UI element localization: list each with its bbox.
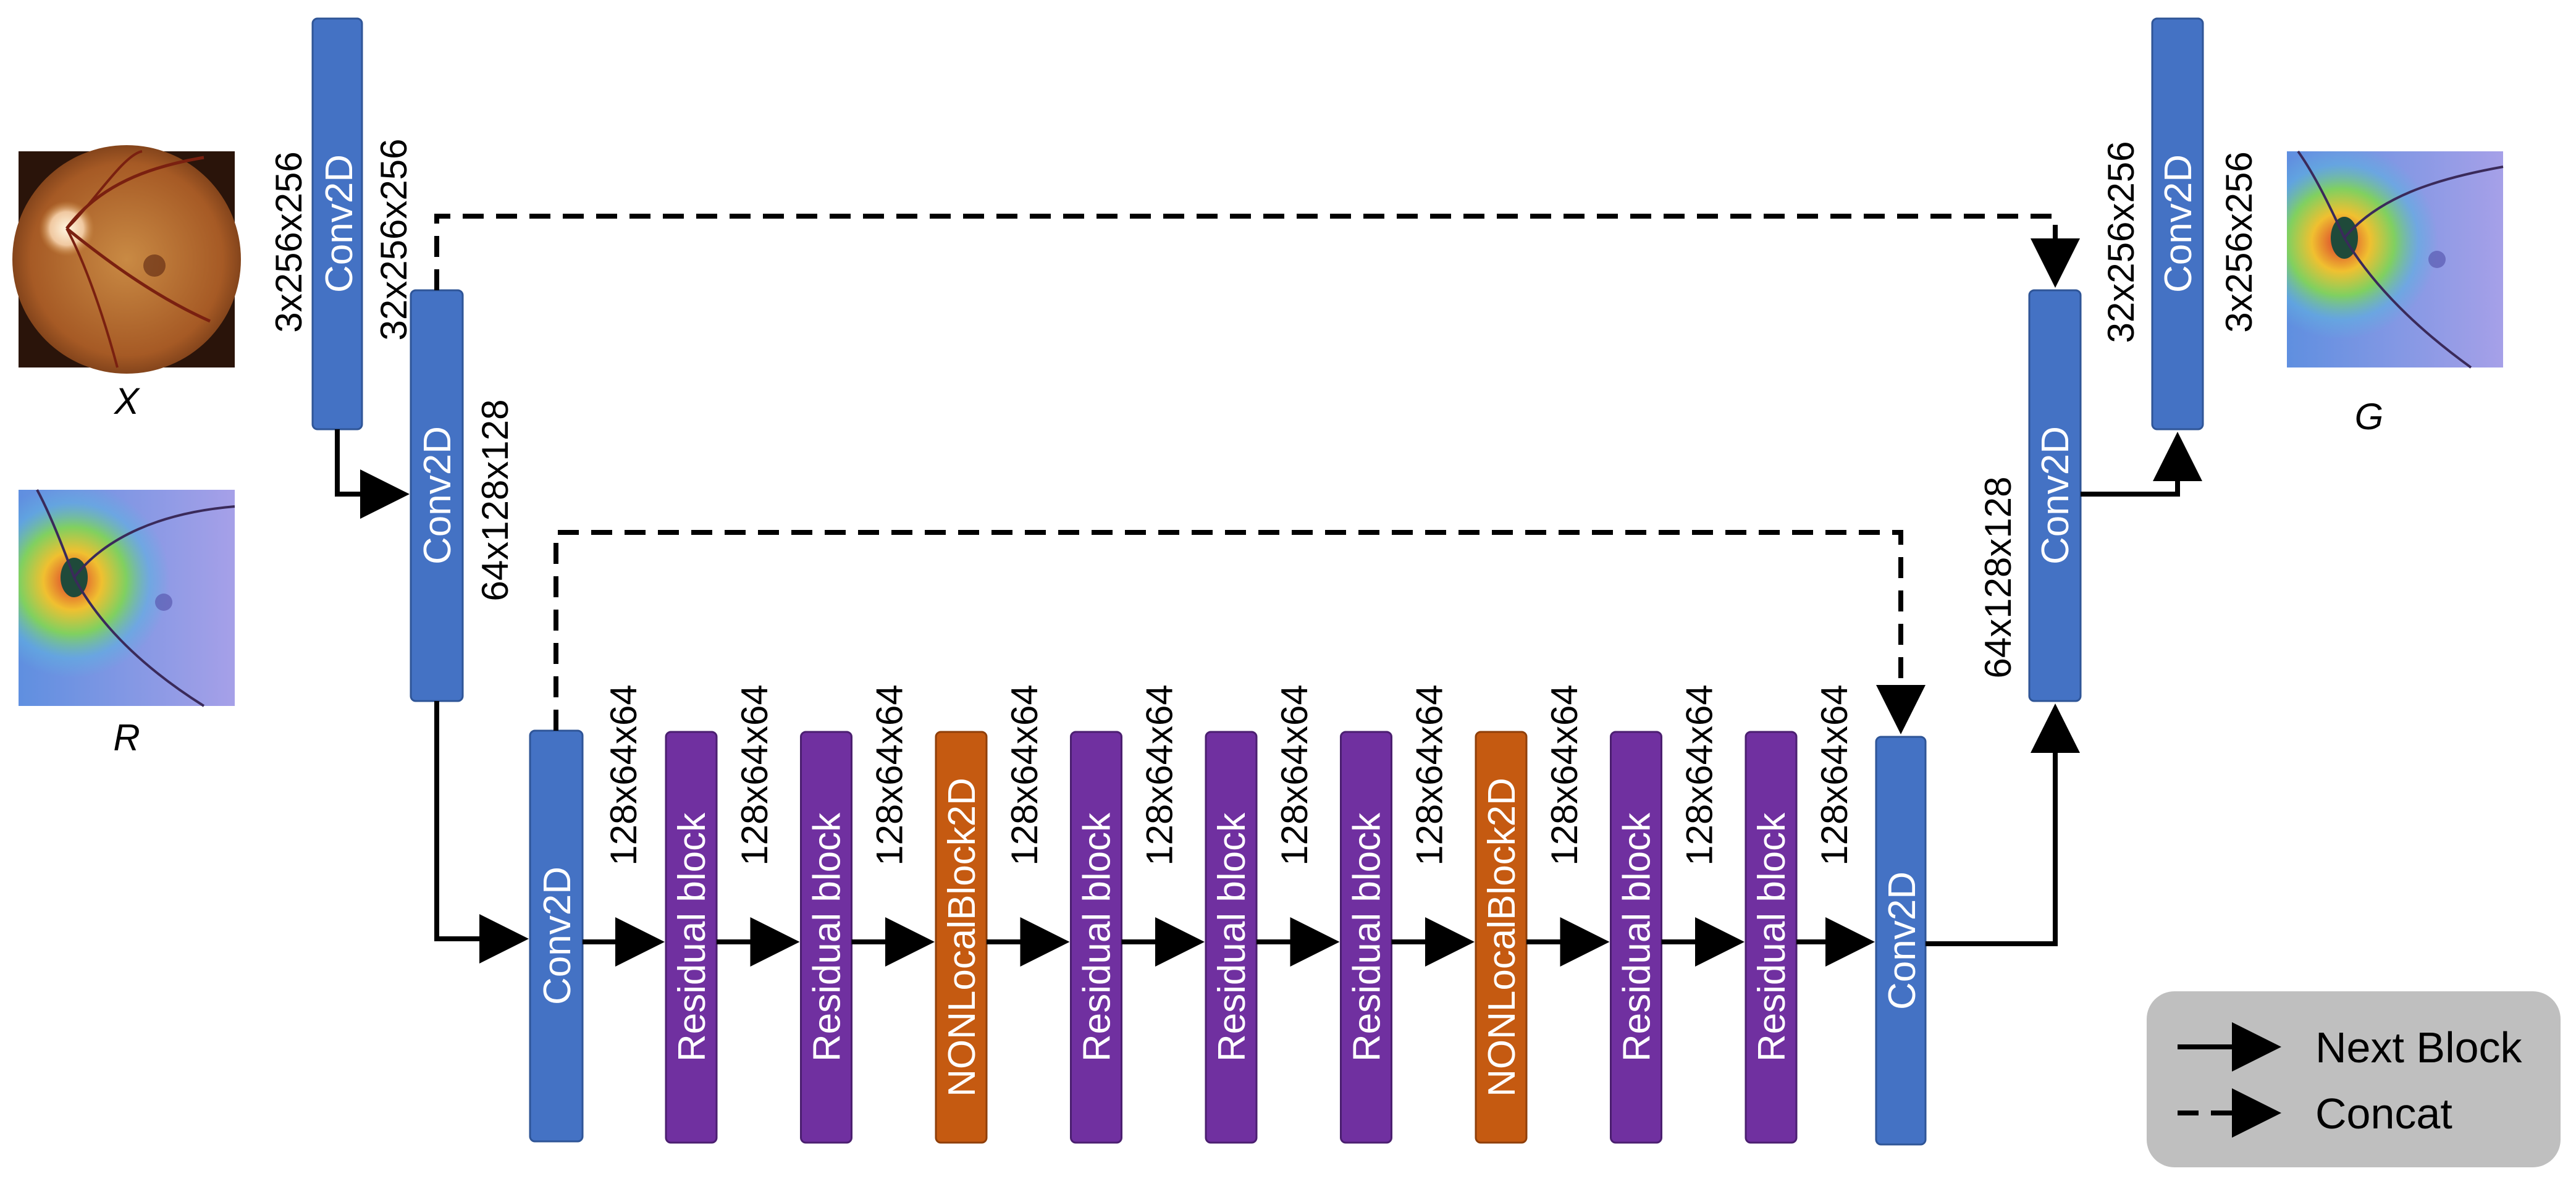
bottleneck-block-6: Residual block: [1340, 731, 1392, 1144]
bottleneck-block-label: Residual block: [1616, 812, 1659, 1062]
encoder-conv2-out-dim: 64x128x128: [474, 400, 516, 602]
arrow-enc1-to-enc2: [335, 429, 410, 519]
bottleneck-block-label: Residual block: [1076, 812, 1119, 1062]
bottleneck-block-2: Residual block: [800, 731, 852, 1144]
bottleneck-block-label: Residual block: [806, 812, 849, 1062]
bottleneck-block-1: Residual block: [665, 731, 718, 1144]
bottleneck-conv-out-block: Conv2D: [1875, 736, 1927, 1146]
decoder-conv2-block: Conv2D: [2151, 17, 2204, 430]
skip-outer: [434, 214, 2080, 290]
bottleneck-conv-in-label: Conv2D: [536, 867, 579, 1005]
arrow-enc2-to-bottleneck: [434, 701, 529, 964]
bottleneck-conv-in-out-dim: 128x64x64: [603, 684, 644, 866]
bottleneck-block-out-dim: 128x64x64: [869, 684, 911, 866]
decoder-conv1-in-dim: 64x128x128: [1977, 477, 2019, 679]
bottleneck-conv-in-block: Conv2D: [529, 729, 584, 1143]
bottleneck-block-5: Residual block: [1205, 731, 1258, 1144]
bottleneck-block-label: NONLocalBlock2D: [1481, 778, 1523, 1097]
encoder-conv2-block: Conv2D: [410, 289, 464, 702]
legend: Next Block Concat: [2147, 991, 2561, 1167]
bottleneck-block-out-dim: 128x64x64: [1679, 684, 1720, 866]
bottleneck-block-7: NONLocalBlock2D: [1475, 731, 1528, 1144]
bottleneck-block-out-dim: 128x64x64: [1139, 684, 1181, 866]
input-image-r: [19, 489, 235, 707]
input-x-label: X: [113, 380, 140, 422]
bottleneck-block-label: NONLocalBlock2D: [941, 778, 983, 1097]
encoder-conv1-block: Conv2D: [311, 17, 363, 430]
bottleneck-block-label: Residual block: [1751, 812, 1793, 1062]
concat-arrows: [434, 214, 2080, 734]
legend-next-block-label: Next Block: [2315, 1023, 2523, 1072]
bottleneck-block-out-dim: 128x64x64: [1274, 684, 1315, 866]
decoder-conv1-block: Conv2D: [2028, 289, 2082, 702]
arrow-bottleneck-to-dec1: [1926, 703, 2080, 946]
decoder-conv1-out-dim: 32x256x256: [2100, 141, 2142, 343]
bottleneck-block-label: Residual block: [1346, 812, 1389, 1062]
decoder-conv2-label: Conv2D: [2157, 154, 2200, 293]
encoder-conv1-label: Conv2D: [318, 154, 361, 293]
next-block-arrows: [335, 429, 2202, 964]
bottleneck-block-3: NONLocalBlock2D: [935, 731, 988, 1144]
bottleneck-block-out-dim: 128x64x64: [1814, 684, 1855, 866]
output-g-label: G: [2355, 396, 2384, 437]
encoder-conv2-label: Conv2D: [416, 426, 459, 565]
legend-concat-label: Concat: [2315, 1090, 2452, 1138]
bottleneck-block-8: Residual block: [1610, 731, 1662, 1144]
decoder-conv1-label: Conv2D: [2034, 426, 2077, 565]
input-r-label: R: [113, 717, 140, 758]
decoder-conv2-out-dim: 3x256x256: [2218, 151, 2260, 333]
bottleneck-block-out-dim: 128x64x64: [1004, 684, 1045, 866]
output-image-g: [2287, 150, 2504, 369]
bottleneck-blocks: Residual block 128x64x64 Residual block 128…: [665, 684, 1855, 1144]
encoder-conv1-out-dim: 32x256x256: [373, 139, 415, 341]
input-image-x: [12, 145, 241, 374]
encoder-conv1-in-dim: 3x256x256: [268, 151, 309, 333]
skip-inner: [554, 530, 1926, 734]
arrow-dec1-to-dec2: [2081, 432, 2202, 497]
bottleneck-block-label: Residual block: [671, 812, 713, 1062]
bottleneck-block-4: Residual block: [1070, 731, 1122, 1144]
bottleneck-block-label: Residual block: [1211, 812, 1253, 1062]
bottleneck-block-out-dim: 128x64x64: [1409, 684, 1450, 866]
bottleneck-block-out-dim: 128x64x64: [1544, 684, 1585, 866]
bottleneck-conv-out-label: Conv2D: [1881, 871, 1924, 1010]
bottleneck-block-out-dim: 128x64x64: [734, 684, 775, 866]
bottleneck-block-9: Residual block: [1745, 731, 1798, 1144]
